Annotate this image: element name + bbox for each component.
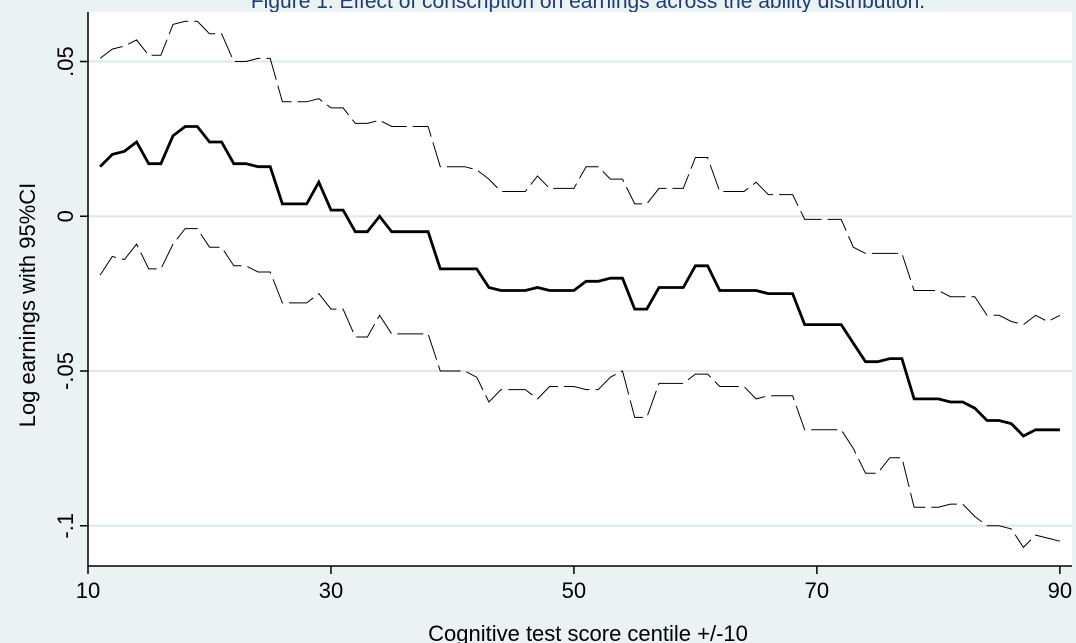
axes	[87, 12, 1072, 567]
series-line-estimate	[99, 125, 1060, 438]
series-layer	[99, 20, 1061, 549]
x-tick-label: 30	[319, 578, 343, 603]
chart-title: Figure 1: Effect of conscription on earn…	[251, 0, 925, 13]
y-tick-label: 0	[53, 210, 78, 222]
x-tick-label: 90	[1048, 578, 1072, 603]
x-tick-label: 10	[76, 578, 100, 603]
ticks: 10 30 50 70 90 .05 0 -.05 -.1	[53, 46, 1072, 603]
y-axis-label: Log earnings with 95%CI	[15, 183, 40, 428]
x-tick-label: 70	[805, 578, 829, 603]
series-line-upper-ci	[99, 20, 1061, 326]
y-tick-label: .05	[53, 46, 78, 77]
y-tick-label: -.1	[53, 513, 78, 539]
series-line-lower-ci	[99, 228, 1061, 549]
x-tick-label: 50	[562, 578, 586, 603]
plot-area	[88, 12, 1072, 566]
grid-lines	[88, 60, 1072, 527]
x-axis-label: Cognitive test score centile +/-10	[428, 621, 748, 643]
y-tick-label: -.05	[53, 352, 78, 390]
